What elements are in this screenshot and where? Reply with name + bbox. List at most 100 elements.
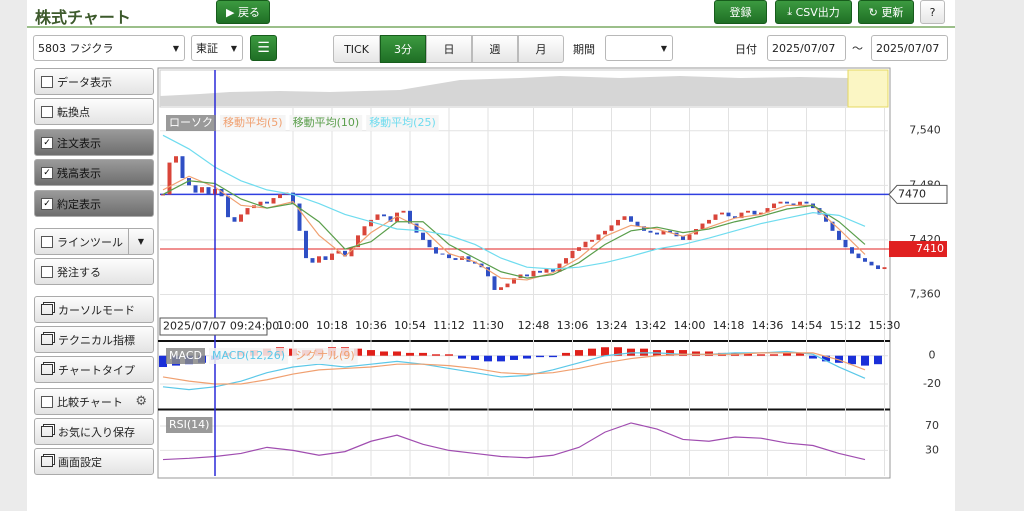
candle — [584, 242, 588, 247]
candle — [779, 202, 783, 204]
checkbox[interactable] — [41, 236, 53, 248]
macd-bar — [874, 356, 882, 364]
checkbox[interactable]: ✓ — [41, 137, 53, 149]
interval-button[interactable]: 週 — [472, 35, 518, 63]
candle — [278, 194, 282, 198]
candle — [623, 216, 627, 220]
sidebar-button[interactable]: ✓ 残高表示 — [34, 159, 154, 186]
interval-button[interactable]: 3分 — [380, 35, 426, 63]
sidebar-button[interactable]: 発注する — [34, 258, 154, 285]
candle — [194, 185, 198, 192]
level-label: 7410 — [916, 242, 944, 255]
symbol-select[interactable]: 5803 フジクラ▼ — [33, 35, 185, 61]
sidebar-label: 残高表示 — [57, 165, 101, 181]
sidebar-button[interactable]: 転換点 — [34, 98, 154, 125]
legend-label: MACD — [169, 349, 202, 362]
sidebar-button[interactable]: データ表示 — [34, 68, 154, 95]
interval-button[interactable]: 日 — [426, 35, 472, 63]
x-tick-label: 14:36 — [752, 319, 784, 332]
sidebar-label: 約定表示 — [57, 196, 101, 212]
market-select[interactable]: 東証▼ — [191, 35, 243, 61]
candle — [655, 233, 659, 235]
sidebar-button[interactable]: 比較チャート⚙ — [34, 388, 154, 415]
candle — [161, 194, 165, 195]
window-icon — [41, 334, 53, 345]
sidebar-button[interactable]: ✓ 約定表示 — [34, 190, 154, 217]
candle — [577, 247, 581, 251]
csv-button[interactable]: ⤓ CSV出力 — [775, 0, 852, 24]
checkbox[interactable]: ✓ — [41, 198, 53, 210]
checkbox[interactable] — [41, 266, 53, 278]
candle — [876, 265, 880, 269]
legend-label: 移動平均(5) — [223, 115, 283, 129]
candle — [688, 234, 692, 239]
candle — [564, 258, 568, 263]
window-icon — [41, 304, 53, 315]
candle — [506, 284, 510, 288]
candle — [447, 254, 451, 258]
interval-button[interactable]: TICK — [333, 35, 380, 63]
x-tick-label: 10:00 — [277, 319, 309, 332]
date-from[interactable]: 2025/07/07 — [767, 35, 846, 61]
macd-bar — [471, 356, 479, 360]
sidebar-button[interactable]: チャートタイプ — [34, 356, 154, 383]
gear-icon[interactable]: ⚙ — [135, 394, 147, 409]
macd-bar — [393, 351, 401, 355]
candle — [525, 274, 529, 276]
refresh-button[interactable]: ↻ 更新 — [858, 0, 914, 24]
refresh-label: 更新 — [881, 4, 903, 20]
list-button[interactable]: ☰ — [250, 35, 277, 61]
date-to[interactable]: 2025/07/07 — [871, 35, 948, 61]
interval-group: TICK3分日週月 — [333, 35, 564, 61]
symbol: 5803 フジクラ — [38, 40, 114, 56]
candle — [590, 240, 594, 242]
period-select[interactable]: ▼ — [605, 35, 673, 61]
checkbox[interactable] — [41, 396, 53, 408]
back-label: 戻る — [238, 4, 260, 20]
candle — [805, 202, 809, 204]
candle — [311, 258, 315, 263]
candle — [597, 234, 601, 239]
macd-bar — [458, 356, 466, 359]
candle — [616, 220, 620, 225]
macd-bar — [484, 356, 492, 362]
legend-label: シグナル(9) — [295, 348, 355, 362]
sidebar-button[interactable]: カーソルモード — [34, 296, 154, 323]
y-tick-label: 0 — [929, 349, 936, 362]
macd-bar — [601, 347, 609, 355]
x-tick-label: 11:12 — [433, 319, 465, 332]
sidebar-label: チャートタイプ — [58, 362, 135, 378]
legend-label: 移動平均(25) — [369, 115, 436, 129]
macd-bar — [575, 350, 583, 356]
help-button[interactable]: ? — [920, 0, 945, 24]
sidebar-button[interactable]: ✓注文表示 — [34, 129, 154, 156]
candle — [272, 198, 276, 203]
candle — [753, 211, 757, 215]
interval-button[interactable]: 月 — [518, 35, 564, 63]
back-button[interactable]: ▶ 戻る — [216, 0, 270, 24]
checkbox[interactable]: ✓ — [41, 167, 53, 179]
candle — [181, 156, 185, 178]
sidebar-button[interactable]: ラインツール▼ — [34, 228, 154, 255]
macd-bar — [627, 349, 635, 356]
sidebar-button[interactable]: お気に入り保存 — [34, 418, 154, 445]
overview-window — [848, 70, 888, 107]
register-button[interactable]: 登録 — [714, 0, 767, 24]
crosshair-label: 2025/07/07 09:24:00 — [163, 320, 279, 333]
level-label: 7470 — [898, 187, 926, 200]
checkbox[interactable] — [41, 106, 53, 118]
sidebar-label: テクニカル指標 — [58, 332, 135, 348]
candle — [363, 226, 367, 235]
checkbox[interactable] — [41, 76, 53, 88]
sidebar-button[interactable]: 画面設定 — [34, 448, 154, 475]
candle — [239, 214, 243, 221]
dropdown-arrow: ▼ — [231, 44, 237, 53]
candle — [317, 256, 321, 262]
candle — [538, 271, 542, 273]
sidebar-button[interactable]: テクニカル指標 — [34, 326, 154, 353]
legend-label: RSI(14) — [169, 418, 209, 431]
candle — [772, 204, 776, 209]
macd-bar — [770, 354, 778, 355]
dropdown-arrow[interactable]: ▼ — [128, 229, 153, 254]
candle — [493, 276, 497, 290]
